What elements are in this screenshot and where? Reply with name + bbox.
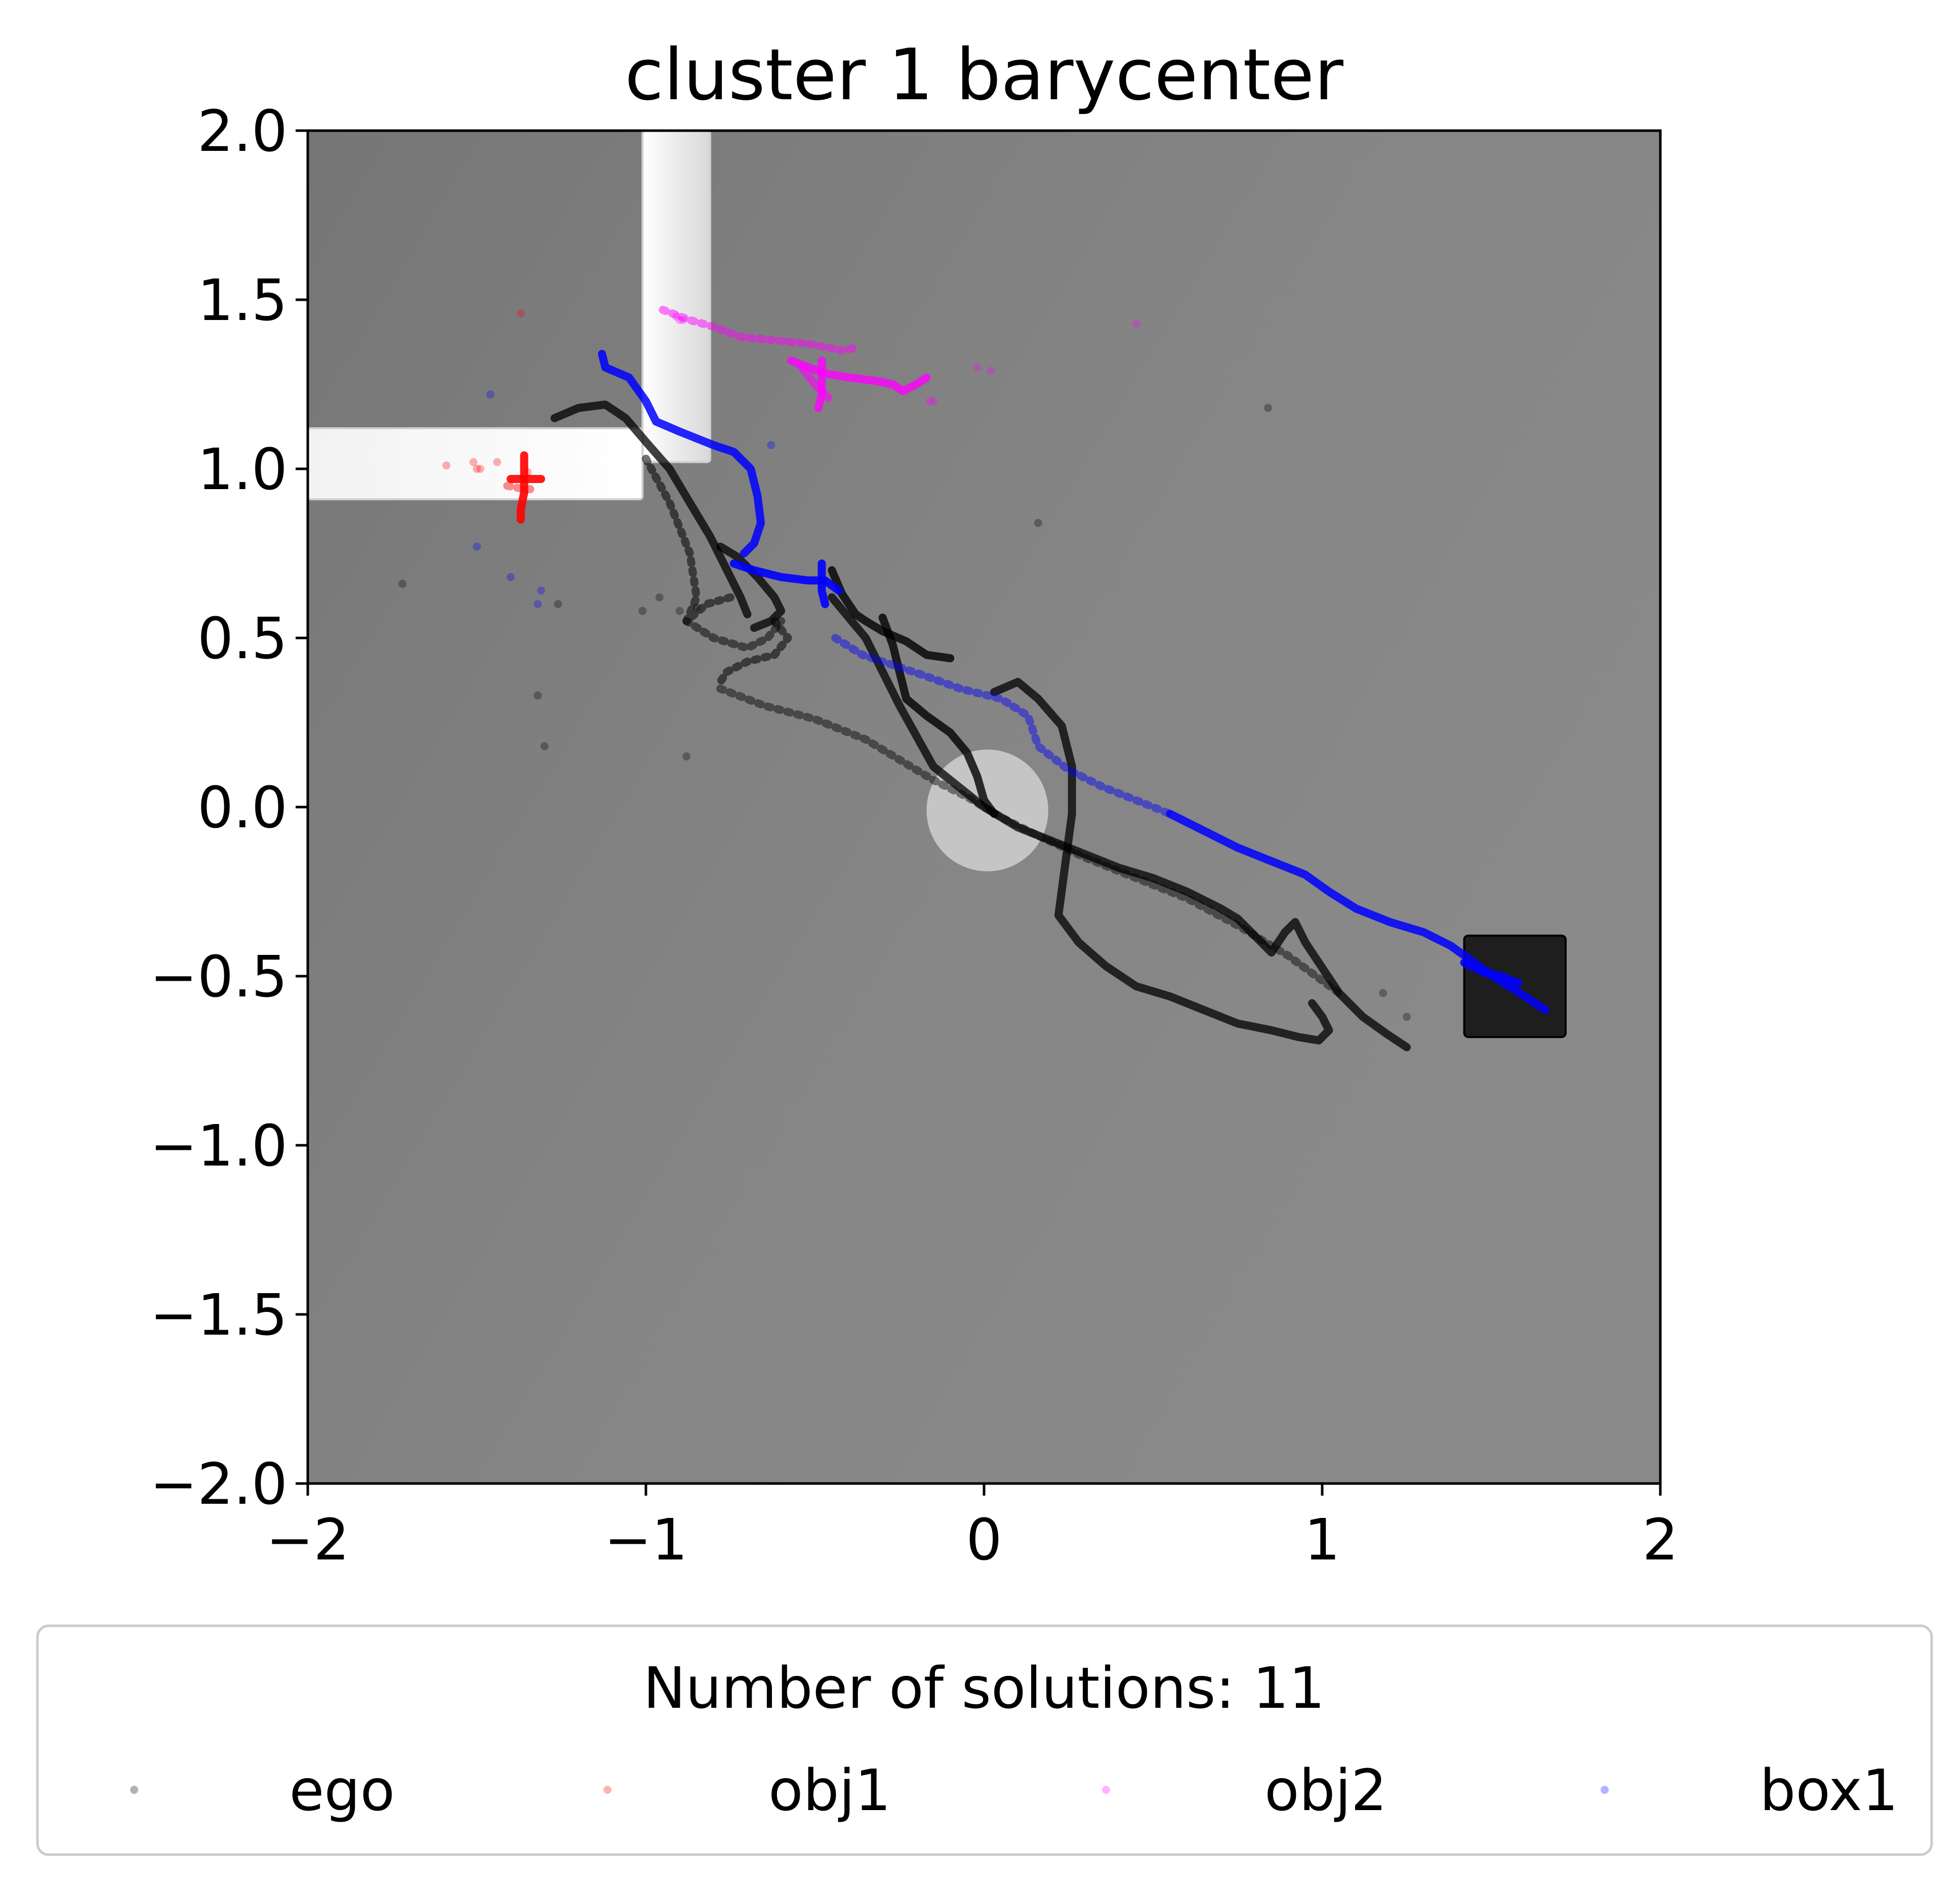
ego-point — [675, 607, 684, 615]
obj2-point — [679, 316, 687, 325]
ego-point — [534, 691, 542, 700]
legend-frame — [36, 1624, 1933, 1856]
ego-point — [398, 580, 407, 588]
y-tick-label: −0.5 — [150, 944, 288, 1010]
box1-trajectory-3 — [818, 559, 829, 609]
obj2-trajectory-2 — [787, 356, 931, 395]
series-obj1 — [442, 309, 545, 524]
ego-point — [1034, 518, 1042, 527]
y-tick-label: −2.0 — [150, 1452, 288, 1517]
ego-trajectory-6 — [828, 593, 1411, 1052]
ego-point — [1379, 989, 1387, 997]
legend-marker — [1601, 1786, 1609, 1794]
obj1-point — [493, 458, 502, 466]
legend-entries: ego obj1 obj2 box1 — [130, 1758, 1898, 1824]
ego-point — [655, 593, 664, 602]
x-tick-label: −2 — [266, 1507, 349, 1573]
ego-point — [1403, 1013, 1411, 1021]
x-axis: −2 −1 0 1 2 — [266, 1484, 1679, 1573]
ego-trajectory-7 — [716, 685, 1343, 997]
box1-trajectory-1 — [598, 349, 765, 557]
ego-trajectory-10 — [682, 617, 786, 652]
obj2-point — [672, 312, 681, 321]
box1-point — [767, 441, 775, 450]
series-box1 — [473, 349, 1549, 1014]
obj1-point — [476, 465, 484, 473]
y-axis: 2.0 1.5 1.0 0.5 0.0 −0.5 −1.0 −1.5 −2.0 — [150, 99, 308, 1517]
obj2-point — [929, 397, 937, 406]
x-tick-label: 1 — [1304, 1507, 1340, 1573]
series-ego — [398, 400, 1411, 1052]
y-tick-label: 0.5 — [197, 606, 288, 672]
legend-entry-ego: ego — [130, 1758, 395, 1824]
obj1-point — [442, 461, 451, 470]
x-tick-label: 0 — [966, 1507, 1002, 1573]
series-layer — [398, 306, 1549, 1052]
wall-2 — [308, 427, 644, 501]
ego-point — [1264, 404, 1273, 412]
y-tick-label: 1.5 — [197, 268, 288, 334]
ego-trajectory-9 — [716, 617, 792, 686]
ego-point — [682, 752, 691, 760]
y-tick-label: 0.0 — [197, 775, 288, 841]
legend-title: Number of solutions: 11 — [643, 1656, 1325, 1721]
box1-trajectory-2 — [729, 559, 843, 595]
box1-point — [506, 573, 515, 581]
y-tick-label: 1.0 — [197, 437, 288, 503]
chart-title: cluster 1 barycenter — [625, 34, 1343, 116]
ego-trajectory-1 — [550, 400, 752, 619]
legend-marker — [130, 1786, 138, 1794]
obj1-point — [523, 468, 532, 476]
obj2-point — [1132, 319, 1140, 328]
legend-marker — [1102, 1786, 1110, 1794]
obj2-trajectory-1 — [659, 306, 863, 355]
obj1-point — [469, 458, 478, 466]
legend: Number of solutions: 11 ego obj1 obj2 box1 — [36, 1624, 1933, 1856]
box1-point — [537, 586, 545, 595]
legend-marker — [603, 1786, 611, 1794]
box1-point — [473, 542, 481, 551]
ego-trajectory-5 — [990, 677, 1333, 1045]
x-tick-label: −1 — [604, 1507, 687, 1573]
obj2-point — [675, 316, 684, 325]
obj1-point — [516, 309, 525, 317]
ego-point — [554, 600, 562, 609]
y-tick-label: −1.0 — [150, 1113, 288, 1179]
ego-trajectory-3 — [828, 566, 955, 663]
legend-entry-box1: box1 — [1601, 1758, 1898, 1824]
box1-point — [486, 390, 495, 399]
legend-label: box1 — [1760, 1758, 1898, 1824]
ego-trajectory-4 — [878, 613, 998, 818]
obj2-point — [973, 363, 982, 372]
ego-trajectory-8 — [642, 455, 734, 625]
obj1-trajectory-1 — [516, 451, 528, 524]
obj2-trajectory-4 — [797, 363, 833, 402]
obj2-point — [987, 367, 995, 375]
legend-label: obj2 — [1264, 1758, 1387, 1824]
obj1-point — [473, 465, 481, 473]
obj1-trajectory-3 — [503, 482, 539, 494]
y-tick-label: 2.0 — [197, 99, 288, 165]
legend-entry-obj1: obj1 — [603, 1758, 891, 1824]
box1-point — [534, 600, 542, 609]
wall-1 — [641, 131, 711, 463]
series-obj2 — [659, 306, 1140, 412]
legend-label: ego — [289, 1758, 395, 1824]
box1-trajectory-6 — [1460, 958, 1523, 987]
legend-label: obj1 — [768, 1758, 891, 1824]
ego-point — [638, 607, 647, 615]
ego-point — [692, 603, 701, 612]
box1-trajectory-4 — [831, 634, 1174, 818]
ego-point — [540, 742, 549, 750]
x-tick-label: 2 — [1642, 1507, 1678, 1573]
obj2-point — [926, 397, 934, 406]
y-tick-label: −1.5 — [150, 1282, 288, 1348]
legend-entry-obj2: obj2 — [1102, 1758, 1387, 1824]
